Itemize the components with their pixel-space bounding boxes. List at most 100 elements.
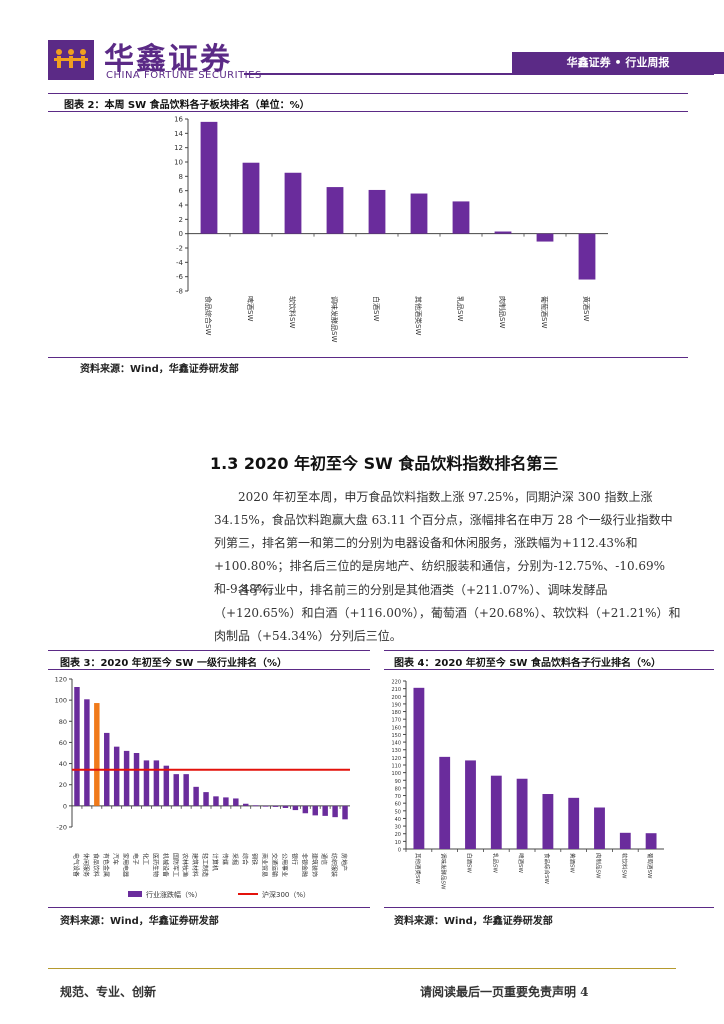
y-tick-label: 100 bbox=[55, 697, 67, 705]
figure2-top-rule bbox=[48, 93, 688, 94]
category-label: 纺织服装 bbox=[330, 853, 338, 877]
category-label: 汽车 bbox=[112, 853, 120, 865]
category-label: 医药生物 bbox=[151, 853, 159, 877]
bar bbox=[213, 796, 219, 806]
y-tick-label: 0 bbox=[179, 230, 183, 238]
figure4-source: 资料来源：Wind，华鑫证券研发部 bbox=[394, 916, 553, 927]
category-label: 建筑材料 bbox=[191, 853, 199, 877]
category-label: 调味发酵品SW bbox=[330, 296, 339, 342]
y-tick-label: 140 bbox=[391, 741, 401, 747]
bar bbox=[494, 231, 512, 234]
y-tick-label: 220 bbox=[391, 680, 401, 686]
y-tick-label: 20 bbox=[59, 781, 67, 789]
bar bbox=[410, 193, 428, 234]
figure3-chart: -20 0 20 40 60 80 100 120 电气设备 休闲服务 食品饮料 有色金属 汽车 家用电器… bbox=[55, 676, 350, 899]
bar bbox=[326, 187, 344, 234]
y-tick-label: 180 bbox=[391, 710, 401, 716]
figure2-title-rule bbox=[48, 111, 688, 112]
category-label: 黄酒SW bbox=[582, 296, 591, 321]
y-tick-label: 30 bbox=[395, 825, 401, 831]
category-label: 其他酒类SW bbox=[414, 853, 422, 884]
y-tick-label: -2 bbox=[176, 245, 183, 253]
figure2-title: 图表 2：本周 SW 食品饮料各子板块排名（单位：%） bbox=[64, 100, 310, 111]
brand-name-en: CHINA FORTUNE SECURITIES bbox=[106, 70, 262, 81]
figure2-bottom-rule bbox=[48, 357, 688, 358]
category-label: 食品饮料 bbox=[92, 853, 100, 877]
y-tick-label: 16 bbox=[174, 116, 183, 124]
bar bbox=[163, 765, 170, 806]
figure4-bottom-rule bbox=[384, 907, 714, 908]
y-tick-label: 6 bbox=[179, 187, 184, 195]
category-label: 乳品SW bbox=[491, 853, 499, 873]
bar bbox=[233, 798, 239, 806]
category-label: 黄酒SW bbox=[569, 853, 577, 873]
y-tick-label: 120 bbox=[55, 676, 67, 684]
company-logo-mark bbox=[48, 40, 94, 80]
bar bbox=[262, 805, 269, 807]
report-type-tag: 华鑫证券 • 行业周报 bbox=[512, 52, 724, 74]
footer-rule bbox=[48, 968, 676, 969]
category-label: 啤酒SW bbox=[246, 296, 255, 321]
bar bbox=[516, 778, 528, 849]
section-paragraph-2: 各子行业中，排名前三的分别是其他酒类（+211.07%）、调味发酵品（+120.… bbox=[214, 583, 681, 643]
y-tick-label: 0 bbox=[63, 802, 67, 810]
category-label: 银行 bbox=[290, 853, 298, 865]
bar bbox=[292, 805, 299, 811]
category-label: 农林牧渔 bbox=[181, 853, 189, 877]
y-tick-label: 40 bbox=[395, 817, 401, 823]
figure4-title-rule bbox=[384, 669, 714, 670]
bar bbox=[173, 774, 179, 806]
bar bbox=[242, 162, 260, 234]
y-tick-label: 120 bbox=[391, 756, 401, 762]
y-tick-label: 10 bbox=[174, 159, 183, 167]
y-tick-label: 100 bbox=[391, 771, 401, 777]
y-tick-label: 0 bbox=[398, 848, 401, 854]
bar bbox=[84, 699, 90, 806]
bar bbox=[123, 750, 130, 806]
category-label: 肉制品SW bbox=[595, 853, 603, 879]
category-label: 商业贸易 bbox=[261, 853, 269, 877]
figure3-title-rule bbox=[48, 669, 370, 670]
footer-slogan: 规范、专业、创新 bbox=[60, 985, 157, 999]
legend-label-benchmark: 沪深300（%） bbox=[262, 890, 310, 899]
bar bbox=[452, 201, 470, 234]
bar bbox=[645, 833, 657, 849]
category-label: 有色金属 bbox=[102, 853, 110, 877]
bar bbox=[284, 172, 302, 234]
category-label: 轻工制造 bbox=[201, 853, 209, 877]
y-tick-label: 50 bbox=[395, 809, 401, 815]
bar bbox=[223, 797, 229, 806]
category-label: 公用事业 bbox=[280, 853, 288, 877]
category-label: 传媒 bbox=[221, 853, 229, 865]
category-label: 食品综合SW bbox=[204, 296, 213, 335]
category-label: 采掘 bbox=[231, 853, 239, 865]
bar bbox=[74, 687, 80, 806]
y-tick-label: 80 bbox=[395, 786, 401, 792]
bar bbox=[342, 805, 348, 820]
brand-name-cn: 华鑫证券 bbox=[104, 42, 232, 77]
category-label: 通信 bbox=[320, 853, 328, 865]
figure2-chart: -8 -6 -4 -2 0 2 4 6 8 10 12 14 16 食品综合SW 啤酒SW 软饮料SW 调味发酵… bbox=[174, 116, 608, 342]
bar bbox=[282, 805, 289, 808]
y-tick-label: 20 bbox=[395, 832, 401, 838]
y-tick-label: 70 bbox=[395, 794, 401, 800]
y-tick-label: -20 bbox=[56, 824, 67, 832]
bar bbox=[302, 805, 309, 814]
y-tick-label: 80 bbox=[59, 718, 67, 726]
bar bbox=[113, 746, 120, 806]
category-label: 白酒SW bbox=[372, 296, 381, 321]
bar bbox=[368, 189, 386, 234]
figure2-source: 资料来源：Wind，华鑫证券研发部 bbox=[80, 364, 239, 375]
y-tick-label: 170 bbox=[391, 718, 401, 724]
bar bbox=[413, 687, 425, 849]
bar bbox=[439, 756, 451, 849]
legend-swatch-series bbox=[128, 891, 142, 897]
y-tick-label: -4 bbox=[176, 259, 184, 267]
bar bbox=[536, 233, 554, 242]
category-label: 电气设备 bbox=[72, 853, 80, 877]
footer-disclaimer-page: 请阅读最后一页重要免责声明 4 bbox=[420, 985, 589, 999]
section-paragraph-1: 2020 年初至本周，申万食品饮料指数上涨 97.25%，同期沪深 300 指数… bbox=[214, 490, 673, 596]
figure3-source: 资料来源：Wind，华鑫证券研发部 bbox=[60, 916, 219, 927]
bar bbox=[153, 760, 160, 806]
